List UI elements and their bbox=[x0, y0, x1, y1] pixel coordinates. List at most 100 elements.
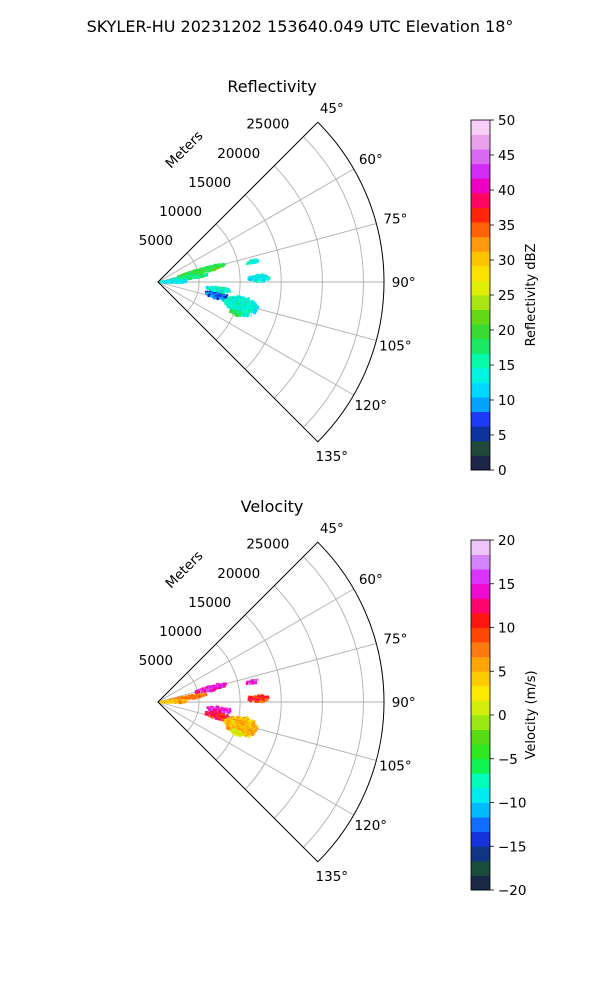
echo-cell bbox=[251, 733, 254, 736]
echo-cell bbox=[253, 697, 257, 701]
echo-cell bbox=[209, 287, 213, 291]
echo-cell bbox=[256, 700, 259, 703]
azimuth-tick-label: 45° bbox=[320, 101, 344, 117]
echo-cell bbox=[229, 710, 232, 713]
colorbar-segment bbox=[471, 353, 490, 369]
echo-cell bbox=[260, 273, 264, 277]
echo-region bbox=[159, 698, 188, 705]
colorbar-segment bbox=[471, 671, 490, 687]
radial-tick-label: 15000 bbox=[188, 175, 231, 191]
echo-cell bbox=[236, 302, 239, 305]
echo-cell bbox=[181, 280, 185, 284]
echo-cell bbox=[208, 708, 212, 711]
echo-cell bbox=[267, 699, 269, 701]
echo-cell bbox=[265, 278, 268, 281]
echo-cell bbox=[178, 281, 182, 284]
radial-tick-label: 5000 bbox=[139, 653, 173, 669]
echo-cell bbox=[190, 697, 193, 699]
echo-cell bbox=[254, 727, 258, 731]
colorbar-segment bbox=[471, 540, 490, 555]
colorbar-segment bbox=[471, 612, 490, 628]
echo-cell bbox=[244, 314, 247, 317]
echo-cell bbox=[221, 686, 224, 688]
azimuth-tick-label: 90° bbox=[392, 695, 416, 711]
sector-spine bbox=[157, 541, 385, 863]
echo-cell bbox=[243, 302, 245, 304]
echo-cell bbox=[229, 725, 232, 728]
panel-title: Velocity bbox=[241, 497, 304, 516]
azimuth-gridline bbox=[157, 701, 354, 816]
echo-cell bbox=[238, 734, 242, 738]
echo-cell bbox=[214, 268, 216, 271]
azimuth-tick-label: 90° bbox=[392, 275, 416, 291]
echo-cell bbox=[177, 701, 180, 704]
echo-cell bbox=[248, 298, 250, 300]
echo-cell bbox=[214, 708, 218, 712]
echo-cell bbox=[201, 275, 205, 278]
echo-cell bbox=[219, 718, 222, 721]
echo-cell bbox=[189, 276, 193, 280]
colorbar-segment bbox=[471, 338, 490, 354]
echo-cell bbox=[173, 281, 176, 284]
echo-cell bbox=[246, 727, 250, 731]
colorbar-tick-label: −15 bbox=[498, 839, 527, 855]
echo-region bbox=[245, 678, 259, 686]
echo-cell bbox=[233, 297, 237, 300]
echo-cell bbox=[248, 731, 251, 735]
echo-cell bbox=[254, 275, 257, 278]
echo-cell bbox=[253, 730, 256, 733]
colorbar-segment bbox=[471, 875, 490, 891]
echo-cell bbox=[220, 686, 223, 689]
echo-cell bbox=[236, 308, 240, 312]
echo-cell bbox=[225, 725, 229, 729]
echo-cell bbox=[258, 697, 261, 700]
echo-cell bbox=[244, 735, 247, 738]
echo-cell bbox=[259, 277, 263, 281]
echo-cell bbox=[253, 726, 256, 728]
colorbar-tick-label: −20 bbox=[498, 883, 527, 899]
echo-cell bbox=[256, 678, 259, 681]
echo-cell bbox=[252, 280, 255, 283]
echo-cell bbox=[195, 696, 199, 699]
echo-cell bbox=[221, 292, 224, 296]
echo-cell bbox=[220, 298, 223, 301]
echo-cell bbox=[183, 281, 186, 283]
echo-cell bbox=[203, 274, 207, 277]
colorbar-segment bbox=[471, 685, 490, 701]
echo-cell bbox=[240, 730, 244, 734]
azimuth-tick-label: 135° bbox=[316, 869, 349, 885]
echo-region bbox=[247, 273, 271, 283]
echo-region bbox=[159, 278, 188, 284]
azimuth-gridline bbox=[157, 281, 377, 341]
echo-cell bbox=[172, 281, 175, 284]
echo-cell bbox=[205, 286, 209, 290]
azimuth-tick-label: 75° bbox=[383, 211, 407, 227]
echo-cell bbox=[244, 304, 247, 307]
echo-cell bbox=[161, 280, 164, 283]
echo-cell bbox=[234, 313, 238, 317]
echo-cell bbox=[187, 277, 191, 281]
azimuth-tick-label: 75° bbox=[383, 631, 407, 647]
echo-cell bbox=[209, 294, 212, 296]
radial-tick-label: 20000 bbox=[217, 146, 260, 162]
echo-cell bbox=[207, 293, 211, 298]
echo-cell bbox=[185, 277, 188, 281]
echo-cell bbox=[244, 719, 247, 722]
echo-cell bbox=[215, 717, 218, 720]
echo-cell bbox=[220, 290, 224, 294]
colorbar-tick-label: 40 bbox=[498, 183, 515, 199]
echo-cell bbox=[263, 700, 265, 702]
echo-cell bbox=[224, 295, 228, 300]
echo-cell bbox=[214, 688, 216, 691]
echo-cell bbox=[208, 714, 212, 718]
echo-cell bbox=[195, 271, 199, 274]
echo-cell bbox=[225, 294, 228, 297]
echo-cell bbox=[262, 279, 266, 283]
colorbar-segment bbox=[471, 554, 490, 570]
echo-layer bbox=[159, 258, 271, 318]
echo-cell bbox=[255, 260, 259, 263]
colorbar-segment bbox=[471, 222, 490, 238]
echo-cell bbox=[204, 712, 208, 716]
echo-cell bbox=[202, 271, 205, 273]
colorbar-segment bbox=[471, 265, 490, 281]
